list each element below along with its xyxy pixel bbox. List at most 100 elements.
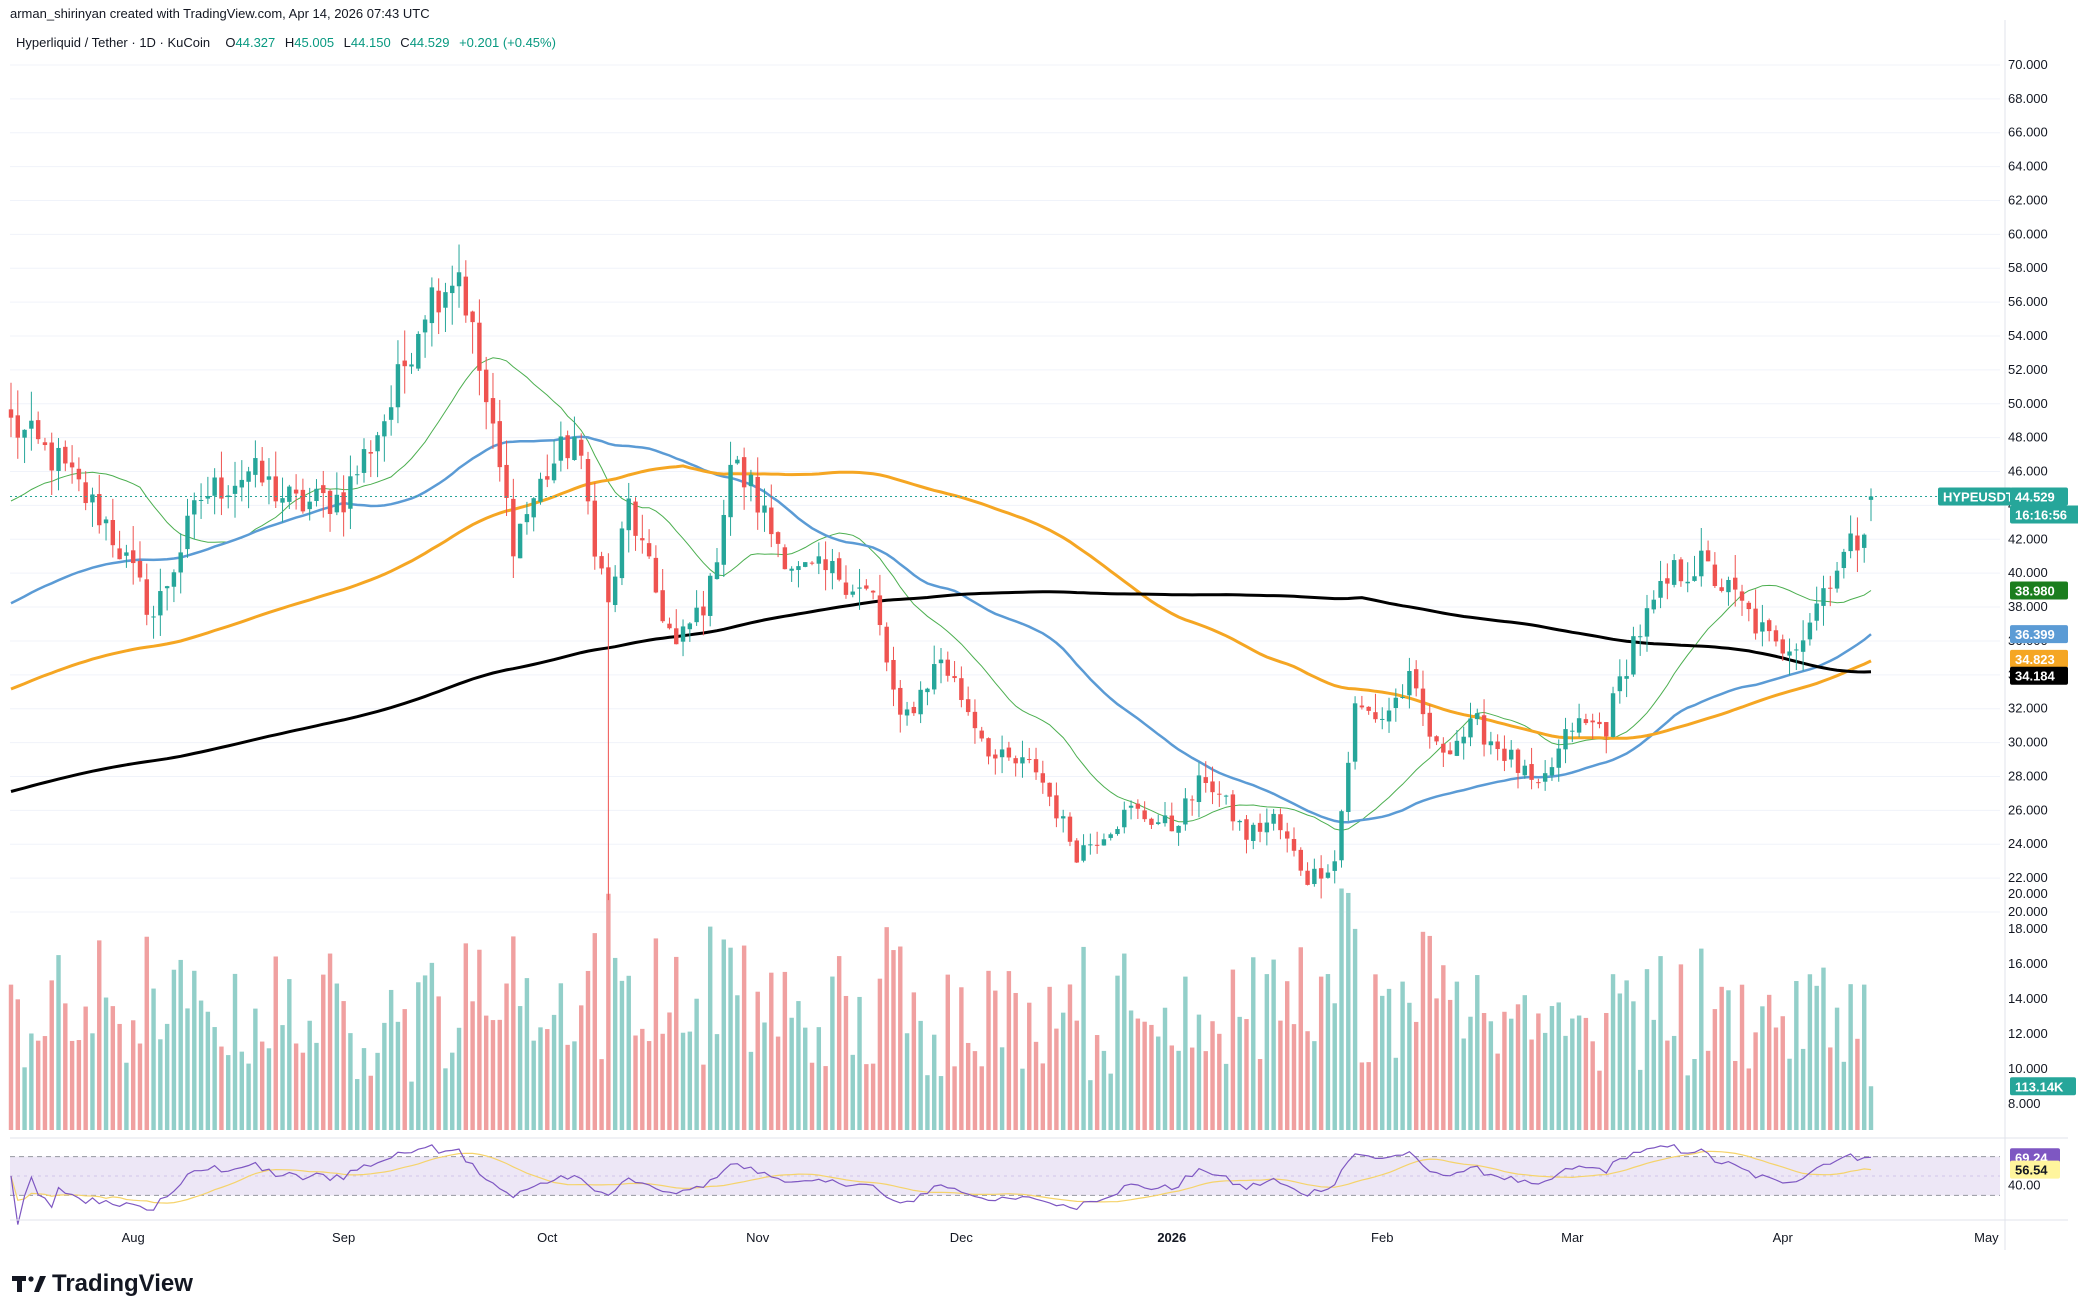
candle-body bbox=[219, 477, 224, 499]
candle-body bbox=[354, 474, 360, 476]
volume-bar bbox=[1468, 1016, 1473, 1130]
candle bbox=[409, 352, 414, 374]
candle bbox=[253, 440, 258, 488]
candle bbox=[1386, 697, 1392, 733]
candle-body bbox=[1739, 591, 1745, 601]
candle bbox=[755, 457, 760, 530]
chart-credit: arman_shirinyan created with TradingView… bbox=[10, 6, 430, 21]
candle-body bbox=[1488, 741, 1494, 746]
candle bbox=[1617, 659, 1623, 704]
candle bbox=[1855, 517, 1860, 573]
ma50-badge: 36.399 bbox=[2010, 625, 2068, 644]
candle bbox=[1604, 722, 1609, 754]
candle bbox=[1142, 801, 1147, 822]
time-tick-label: Feb bbox=[1371, 1230, 1393, 1245]
volume-bar bbox=[803, 1027, 808, 1130]
candle bbox=[626, 482, 631, 553]
candle-body bbox=[1006, 747, 1012, 758]
volume-bar bbox=[884, 927, 889, 1130]
candle-body bbox=[63, 446, 68, 464]
candle bbox=[1257, 813, 1263, 843]
candle bbox=[1583, 713, 1589, 726]
candle-body bbox=[1597, 721, 1602, 725]
candle-body bbox=[633, 501, 638, 536]
volume-bar bbox=[477, 949, 482, 1130]
volume-bar bbox=[1189, 1047, 1195, 1130]
candle-body bbox=[877, 595, 883, 626]
candle bbox=[714, 548, 720, 580]
candle-body bbox=[185, 515, 190, 550]
volume-bar bbox=[1352, 928, 1358, 1130]
candle bbox=[192, 492, 197, 540]
volume-bar bbox=[1821, 967, 1826, 1130]
candle bbox=[1868, 488, 1874, 522]
candle-body bbox=[830, 560, 835, 574]
candle-body bbox=[721, 514, 726, 565]
candle-body bbox=[158, 591, 163, 616]
candle-body bbox=[246, 471, 251, 482]
volume-bar bbox=[1848, 984, 1853, 1130]
candle-body bbox=[1699, 550, 1704, 577]
price-tick-label: 22.000 bbox=[2008, 870, 2048, 885]
rsi-line bbox=[10, 1143, 1872, 1225]
candle-body bbox=[1122, 809, 1127, 828]
volume-bar bbox=[626, 975, 631, 1130]
candle bbox=[1461, 726, 1466, 760]
price-tick-label: 58.000 bbox=[2008, 260, 2048, 275]
volume-bar bbox=[1203, 1051, 1208, 1130]
volume-bar bbox=[1142, 1021, 1147, 1130]
candle-body bbox=[1108, 834, 1113, 838]
candle-body bbox=[90, 494, 95, 503]
candle-body bbox=[1814, 603, 1819, 621]
tradingview-brand[interactable]: TradingView bbox=[12, 1270, 193, 1298]
candle-body bbox=[1692, 576, 1697, 581]
candle bbox=[986, 737, 991, 765]
candle bbox=[1488, 731, 1494, 755]
candle bbox=[972, 699, 978, 744]
candle bbox=[1542, 760, 1548, 791]
volume-bar bbox=[1169, 1045, 1175, 1130]
candle-body bbox=[1461, 736, 1466, 744]
symbol-legend[interactable]: Hyperliquid / Tether · 1D · KuCoin O44.3… bbox=[16, 35, 562, 50]
candle bbox=[178, 533, 183, 594]
volume-bar bbox=[1604, 1012, 1609, 1130]
last-price-badge-text: 44.529 bbox=[2015, 489, 2055, 504]
candle bbox=[511, 478, 516, 579]
volume-bar bbox=[29, 1033, 34, 1130]
candle-body bbox=[1271, 813, 1276, 824]
volume-tick-label: 12.000 bbox=[2008, 1026, 2048, 1041]
volume-bar bbox=[1570, 1018, 1575, 1130]
volume-bar bbox=[1665, 1040, 1670, 1130]
candle bbox=[524, 501, 530, 535]
candle bbox=[293, 474, 299, 510]
candle bbox=[585, 451, 591, 515]
volume-bar bbox=[1773, 1027, 1779, 1130]
candle bbox=[687, 622, 693, 642]
candle bbox=[545, 454, 550, 488]
volume-tick-label: 14.000 bbox=[2008, 991, 2048, 1006]
volume-bar bbox=[531, 1040, 536, 1130]
candle-body bbox=[1312, 868, 1317, 885]
volume-bar bbox=[226, 1055, 231, 1130]
volume-bar bbox=[1427, 935, 1432, 1130]
price-tick-label: 62.000 bbox=[2008, 192, 2048, 207]
candle-body bbox=[1780, 639, 1785, 654]
ma100-line bbox=[10, 464, 1872, 740]
candle-body bbox=[287, 486, 292, 502]
volume-bar bbox=[1393, 1057, 1399, 1130]
volume-bar bbox=[164, 1023, 170, 1130]
candle bbox=[870, 590, 876, 600]
candle bbox=[572, 416, 577, 461]
countdown-badge-text: 16:16:56 bbox=[2015, 507, 2067, 522]
candle bbox=[938, 647, 944, 684]
volume-bar bbox=[1094, 1035, 1100, 1130]
volume-bar bbox=[1868, 1086, 1874, 1130]
volume-bar bbox=[402, 1009, 407, 1130]
volume-bar bbox=[816, 1027, 822, 1130]
candle bbox=[300, 478, 306, 514]
candle-body bbox=[56, 447, 61, 471]
ohlc-low-value: 44.150 bbox=[350, 35, 391, 50]
volume-bar bbox=[103, 997, 109, 1130]
volume-bar bbox=[952, 1066, 957, 1130]
